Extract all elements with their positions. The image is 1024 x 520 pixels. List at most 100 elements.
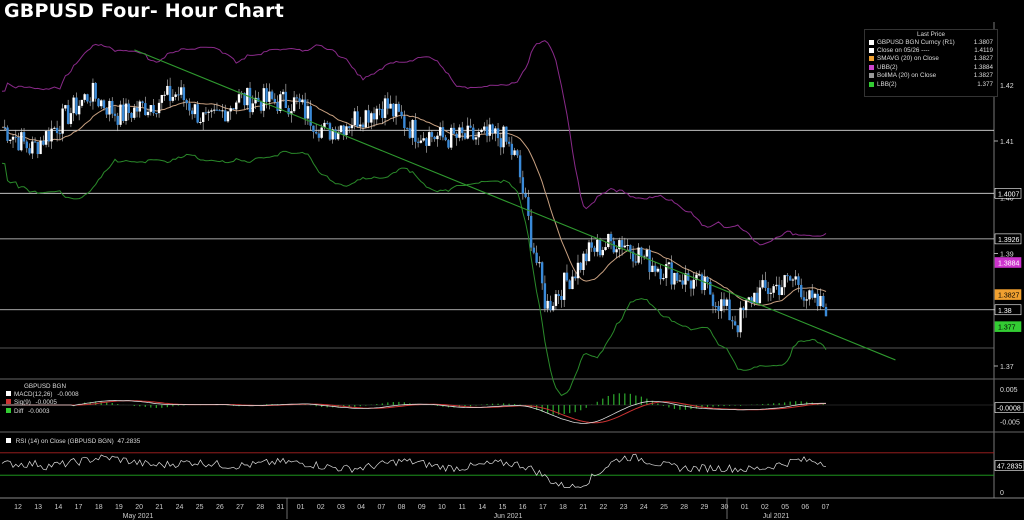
candle	[108, 98, 111, 122]
candle	[565, 264, 569, 282]
x-tick-label: 28	[680, 504, 688, 511]
legend-value: 1.3827	[973, 72, 993, 80]
candle	[350, 118, 354, 137]
x-tick-label: 23	[620, 504, 628, 511]
candle	[130, 112, 133, 123]
candle	[620, 236, 624, 256]
candle	[204, 107, 208, 115]
legend-value: 1.3807	[973, 38, 993, 46]
candle	[670, 255, 673, 290]
candle	[634, 253, 638, 266]
price-tag: 1.3926	[994, 233, 1022, 245]
candle	[799, 278, 803, 300]
candle	[190, 107, 194, 120]
candle	[488, 117, 491, 142]
candle	[405, 127, 409, 131]
candle	[805, 291, 808, 309]
legend-label: GBPUSD BGN Curncy (R1)	[877, 38, 955, 46]
candle	[700, 272, 704, 294]
candle	[717, 301, 720, 319]
candle	[494, 126, 497, 142]
candle	[720, 292, 723, 319]
candlesticks	[3, 77, 828, 338]
candle	[698, 270, 701, 277]
x-tick-label: 03	[337, 504, 345, 511]
candle	[9, 139, 12, 144]
candle	[744, 298, 748, 318]
candle	[513, 147, 516, 157]
candle	[372, 107, 376, 127]
legend-swatch	[869, 39, 874, 45]
price-tag-label: 1.3884	[998, 261, 1020, 268]
candle	[824, 303, 828, 317]
legend-item: BollMA (20) on Close 1.3827	[865, 72, 997, 80]
rsi-panel: 50047.2835	[0, 452, 1024, 497]
candle	[246, 87, 249, 110]
x-tick-label: 15	[499, 504, 507, 511]
candle	[433, 135, 436, 142]
macd-value: -0.0003	[26, 407, 50, 415]
candle	[425, 137, 428, 153]
macd-last-label: -0.0008	[997, 406, 1021, 413]
candle	[196, 101, 199, 124]
candle	[20, 128, 23, 152]
candle	[17, 132, 20, 151]
candle	[505, 126, 508, 145]
candle	[521, 170, 525, 200]
macd-panel: 0.005 -0.005 -0.0008	[0, 387, 1024, 426]
x-tick-label: 17	[539, 504, 547, 511]
candle	[314, 123, 318, 135]
x-tick-label: 28	[256, 504, 264, 511]
x-tick-label: 06	[801, 504, 809, 511]
legend-item: SMAVG (20) on Close 1.3827	[865, 55, 997, 63]
candle	[378, 103, 381, 116]
candle	[648, 245, 651, 280]
candle	[438, 122, 442, 141]
legend-label: SMAVG (20) on Close	[877, 55, 939, 63]
candle	[535, 245, 538, 266]
candle	[483, 122, 486, 134]
candle	[86, 93, 89, 104]
legend-box: Last Price GBPUSD BGN Curncy (R1) 1.3807 C…	[864, 29, 998, 97]
candle	[218, 109, 221, 112]
candle	[359, 116, 362, 132]
price-tick-label: 1.41	[1000, 139, 1014, 146]
rsi-label: RSI (14) on Close (GBPUSD BGN)	[15, 438, 114, 445]
x-tick-label: 27	[236, 504, 244, 511]
candle	[229, 105, 232, 120]
candle	[141, 100, 144, 107]
x-tick-label: 01	[741, 504, 749, 511]
rsi-tick-label: 0	[1000, 490, 1004, 497]
candle	[543, 275, 547, 313]
candle	[510, 136, 514, 160]
legend-heading: Last Price	[917, 31, 945, 38]
candle	[808, 289, 811, 306]
candle	[193, 103, 197, 118]
candle	[50, 120, 53, 149]
candle	[747, 296, 751, 303]
macd-label: Sig(9)	[14, 399, 31, 407]
candle	[262, 83, 266, 118]
candle	[83, 93, 86, 103]
candle	[549, 295, 552, 313]
macd-line	[2, 400, 826, 424]
x-tick-label: 24	[176, 504, 184, 511]
candle	[64, 104, 67, 112]
legend-swatch	[869, 56, 874, 62]
rsi-line	[1, 453, 827, 488]
candle	[122, 98, 125, 124]
candle	[295, 94, 299, 105]
candle	[692, 272, 695, 296]
candle	[656, 266, 660, 273]
candle	[14, 129, 17, 143]
candle	[25, 139, 29, 153]
candle	[461, 121, 464, 141]
candle	[287, 105, 290, 117]
candle	[124, 98, 128, 125]
macd-legend: GBPUSD BGN MACD(12,26) -0.0008 Sig(9) -0.…	[6, 383, 79, 416]
x-tick-label: 18	[95, 504, 103, 511]
legend-value: 1.4119	[974, 47, 993, 55]
candle	[328, 121, 332, 141]
candle	[392, 102, 395, 122]
candle	[450, 124, 453, 150]
